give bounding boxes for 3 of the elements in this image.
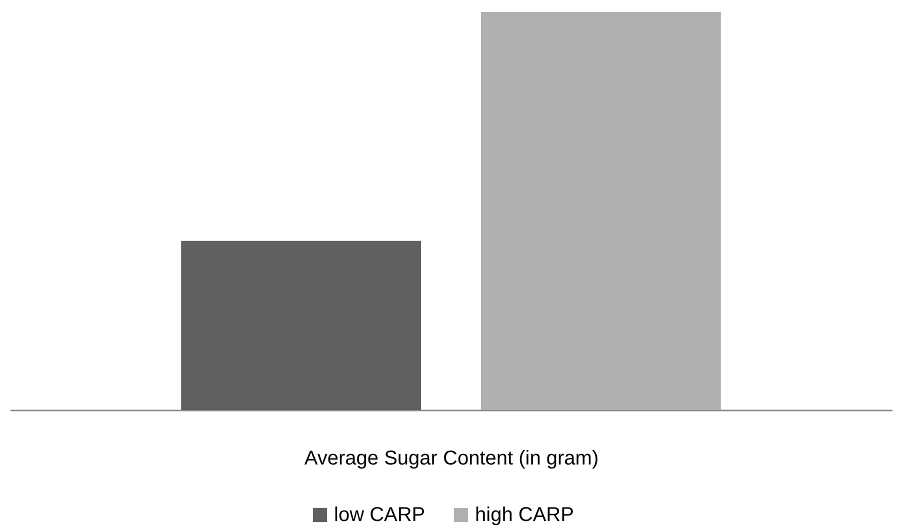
legend-label: high CARP	[475, 504, 574, 526]
x-axis-title: Average Sugar Content (in gram)	[304, 448, 599, 470]
legend-label: low CARP	[334, 504, 426, 526]
